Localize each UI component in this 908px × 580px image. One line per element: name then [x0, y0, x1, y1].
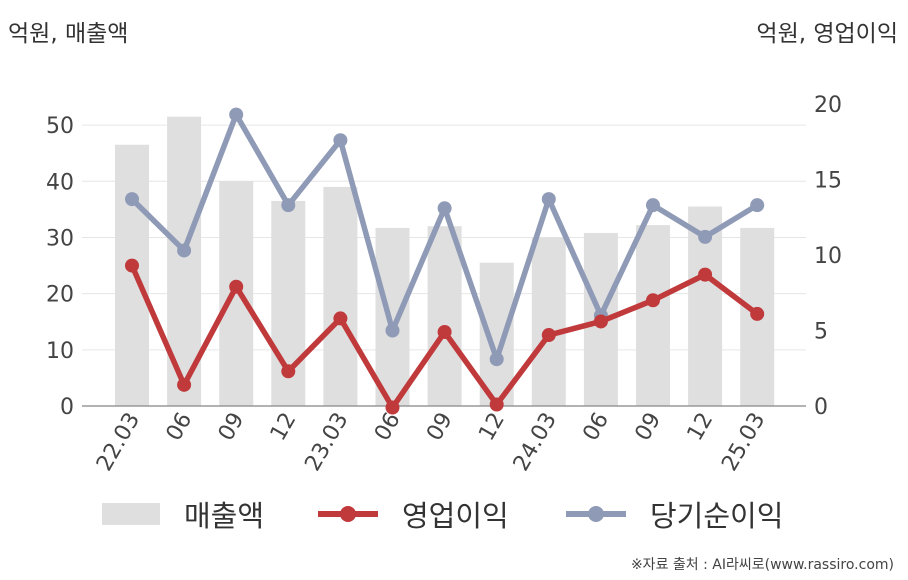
point-operating-profit [489, 397, 504, 412]
bar-revenue [636, 225, 670, 406]
right-axis-tick-label: 15 [814, 169, 842, 194]
point-net-income [385, 323, 400, 338]
point-net-income [489, 352, 504, 367]
left-axis-tick-label: 30 [46, 226, 74, 251]
x-axis-tick-label: 12 [266, 409, 302, 446]
point-net-income [750, 198, 765, 213]
right-axis-unit-label: 억원, 영업이익 [756, 21, 898, 47]
legend-item-net-income: 당기순이익 [566, 490, 783, 538]
x-axis-tick-label: 09 [214, 409, 250, 446]
point-operating-profit [646, 293, 660, 308]
point-operating-profit [437, 325, 452, 340]
point-operating-profit [541, 328, 556, 343]
point-operating-profit [229, 279, 244, 294]
bar-revenue [531, 237, 566, 406]
chart-legend: 매출액 영업이익 당기순이익 [0, 490, 908, 538]
point-operating-profit [750, 306, 765, 321]
point-net-income [437, 201, 452, 216]
bar-revenue [115, 144, 149, 406]
bar-revenue [375, 227, 410, 406]
point-net-income [281, 198, 296, 213]
legend-swatch-revenue [102, 503, 160, 525]
legend-swatch-net-income [566, 503, 626, 525]
x-axis-tick-label: 06 [578, 409, 614, 446]
left-axis-tick-label: 50 [46, 114, 74, 139]
x-axis-tick-label: 06 [370, 409, 406, 446]
x-axis-tick-label: 12 [683, 409, 719, 446]
left-axis-tick-label: 20 [46, 283, 74, 308]
point-operating-profit [125, 258, 139, 273]
right-axis-tick-label: 10 [814, 244, 842, 269]
legend-label-operating-profit: 영업이익 [402, 499, 509, 533]
bar-revenue [427, 226, 462, 406]
point-net-income [698, 229, 713, 244]
bar-revenue [323, 186, 358, 406]
point-operating-profit [593, 314, 608, 329]
left-axis-tick-label: 10 [46, 339, 74, 364]
point-operating-profit [385, 400, 400, 415]
legend-swatch-operating-profit [318, 503, 378, 525]
right-axis-tick-label: 0 [814, 395, 828, 420]
legend-label-net-income: 당기순이익 [650, 499, 784, 533]
x-axis-tick-label: 06 [162, 409, 198, 446]
left-axis-tick-label: 0 [60, 395, 74, 420]
x-axis-tick-label: 12 [474, 409, 510, 446]
point-net-income [229, 107, 244, 122]
x-axis-tick-label: 09 [631, 409, 667, 446]
point-operating-profit [281, 364, 296, 379]
legend-item-revenue: 매출액 [102, 490, 264, 538]
x-axis-tick-label: 23.03 [300, 409, 353, 476]
left-axis-unit-label: 억원, 매출액 [8, 21, 129, 47]
right-axis-tick-label: 5 [814, 320, 828, 345]
left-axis-tick-label: 40 [46, 170, 74, 195]
x-axis-tick-label: 09 [422, 409, 458, 446]
point-net-income [541, 192, 556, 207]
right-axis-tick-label: 20 [814, 93, 842, 118]
point-operating-profit [333, 311, 348, 326]
source-credit: ※자료 출처 : AI라씨로(www.rassiro.com) [630, 557, 894, 573]
point-net-income [333, 133, 348, 148]
point-net-income [646, 198, 660, 213]
x-axis-tick-label: 24.03 [509, 409, 562, 476]
point-operating-profit [177, 377, 192, 392]
legend-item-operating-profit: 영업이익 [318, 490, 509, 538]
x-axis-tick-label: 22.03 [92, 409, 145, 476]
point-operating-profit [698, 267, 713, 282]
point-net-income [125, 192, 139, 207]
point-net-income [177, 243, 192, 258]
x-axis-tick-label: 25.03 [717, 409, 770, 476]
legend-label-revenue: 매출액 [184, 499, 265, 533]
